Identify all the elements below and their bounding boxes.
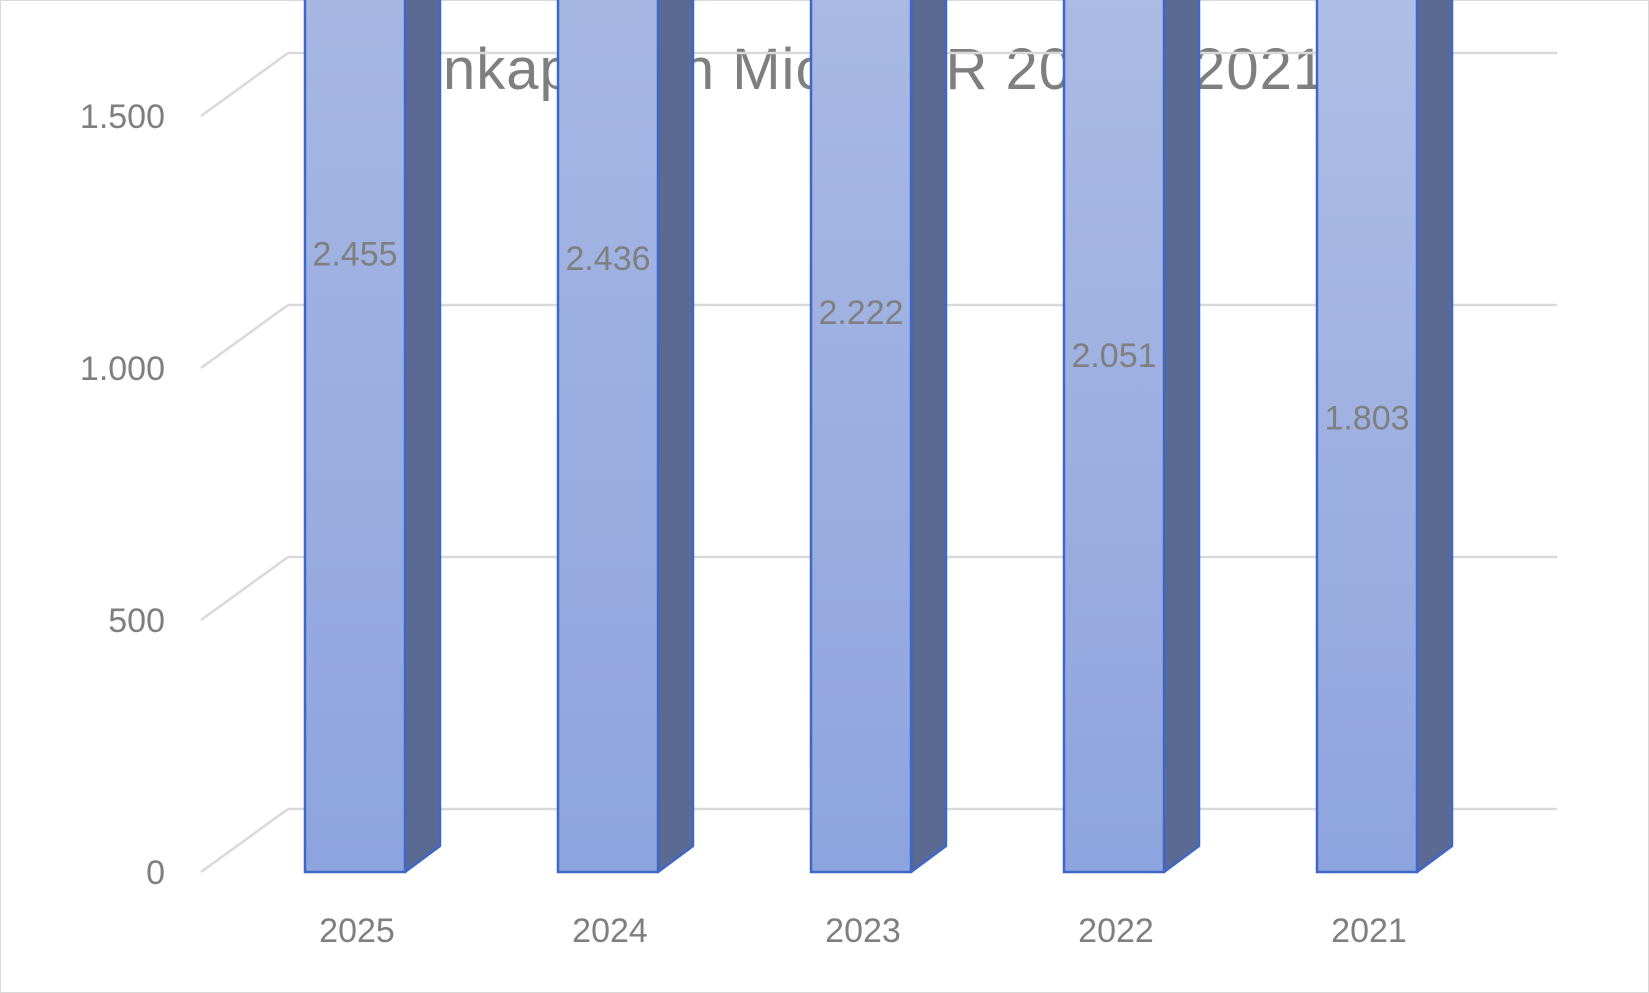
bar-side xyxy=(656,0,695,874)
x-tick-label: 2022 xyxy=(1078,912,1154,950)
bar-front xyxy=(1062,0,1166,874)
y-tick-label: 500 xyxy=(108,602,165,640)
bar-side xyxy=(909,0,948,874)
data-label: 1.803 xyxy=(1324,400,1409,438)
gridline-diagonal xyxy=(200,555,289,622)
bar-side xyxy=(1162,0,1201,874)
x-tick-label: 2024 xyxy=(572,912,648,950)
y-tick-label: 1.000 xyxy=(80,350,165,388)
bar xyxy=(556,0,695,874)
bar-front xyxy=(303,0,407,874)
gridline-diagonal xyxy=(200,303,289,370)
bar xyxy=(809,0,948,874)
bar xyxy=(1315,0,1454,874)
bar xyxy=(303,0,442,874)
data-label: 2.436 xyxy=(565,240,650,278)
bars: 2.455 2.436 2.222 2.051 1.803 xyxy=(303,0,1454,874)
x-tick-label: 2025 xyxy=(319,912,395,950)
y-tick-label: 0 xyxy=(146,854,165,892)
x-tick-label: 2021 xyxy=(1331,912,1407,950)
bar-front xyxy=(556,0,660,874)
x-axis-ticks: 2025 2024 2023 2022 2021 xyxy=(319,912,1407,950)
x-tick-label: 2023 xyxy=(825,912,901,950)
gridline-diagonal xyxy=(200,51,289,118)
gridline-diagonal xyxy=(200,807,289,874)
bar xyxy=(1062,0,1201,874)
y-tick-label: 1.500 xyxy=(80,98,165,136)
bar-front xyxy=(1315,0,1419,874)
bar-front xyxy=(809,0,913,874)
data-label: 2.051 xyxy=(1071,337,1156,375)
data-label: 2.455 xyxy=(312,235,397,273)
data-label: 2.222 xyxy=(818,294,903,332)
bar-side xyxy=(403,0,442,874)
bar-side xyxy=(1415,0,1454,874)
